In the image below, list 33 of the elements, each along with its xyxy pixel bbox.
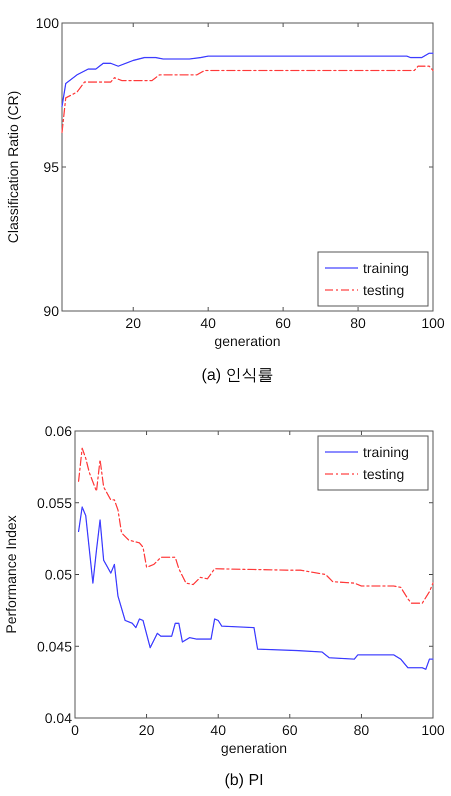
x-tick-label: 40 [200,315,216,331]
x-axis-title: generation [220,740,288,756]
x-tick-label: 100 [421,722,445,738]
x-tick-label: 0 [71,722,80,738]
line-series [78,448,434,604]
y-axis-title: Performance Index [3,515,19,634]
line-series [61,66,434,134]
text: (a) 인식률 [202,367,274,384]
y-tick-label: 0.055 [36,494,72,511]
y-tick-label: 100 [36,15,60,31]
y-tick-label: 0.045 [36,638,72,654]
x-tick-label: 40 [210,722,226,738]
x-tick-label: 80 [354,722,370,738]
text: (b) PI [224,772,264,789]
line-series [61,52,434,108]
y-tick-label: 0.05 [44,566,72,582]
x-tick-label: 100 [421,315,445,331]
y-tick-label: 0.04 [44,710,72,726]
y-axis-title: Classification Ratio (CR) [5,90,21,244]
x-tick-label: 60 [282,722,298,738]
x-axis-title: generation [214,333,281,349]
legend-label: training [363,444,409,460]
line-series [78,506,434,670]
x-tick-label: 20 [138,722,155,738]
legend-label: testing [363,282,404,298]
y-tick-label: 95 [43,159,60,175]
legend-label: testing [363,466,404,482]
x-tick-label: 80 [350,315,366,331]
y-tick-label: 0.06 [44,423,72,439]
y-tick-label: 90 [43,303,60,319]
legend-label: training [363,260,409,276]
x-tick-label: 20 [125,315,142,331]
x-tick-label: 60 [275,315,292,331]
